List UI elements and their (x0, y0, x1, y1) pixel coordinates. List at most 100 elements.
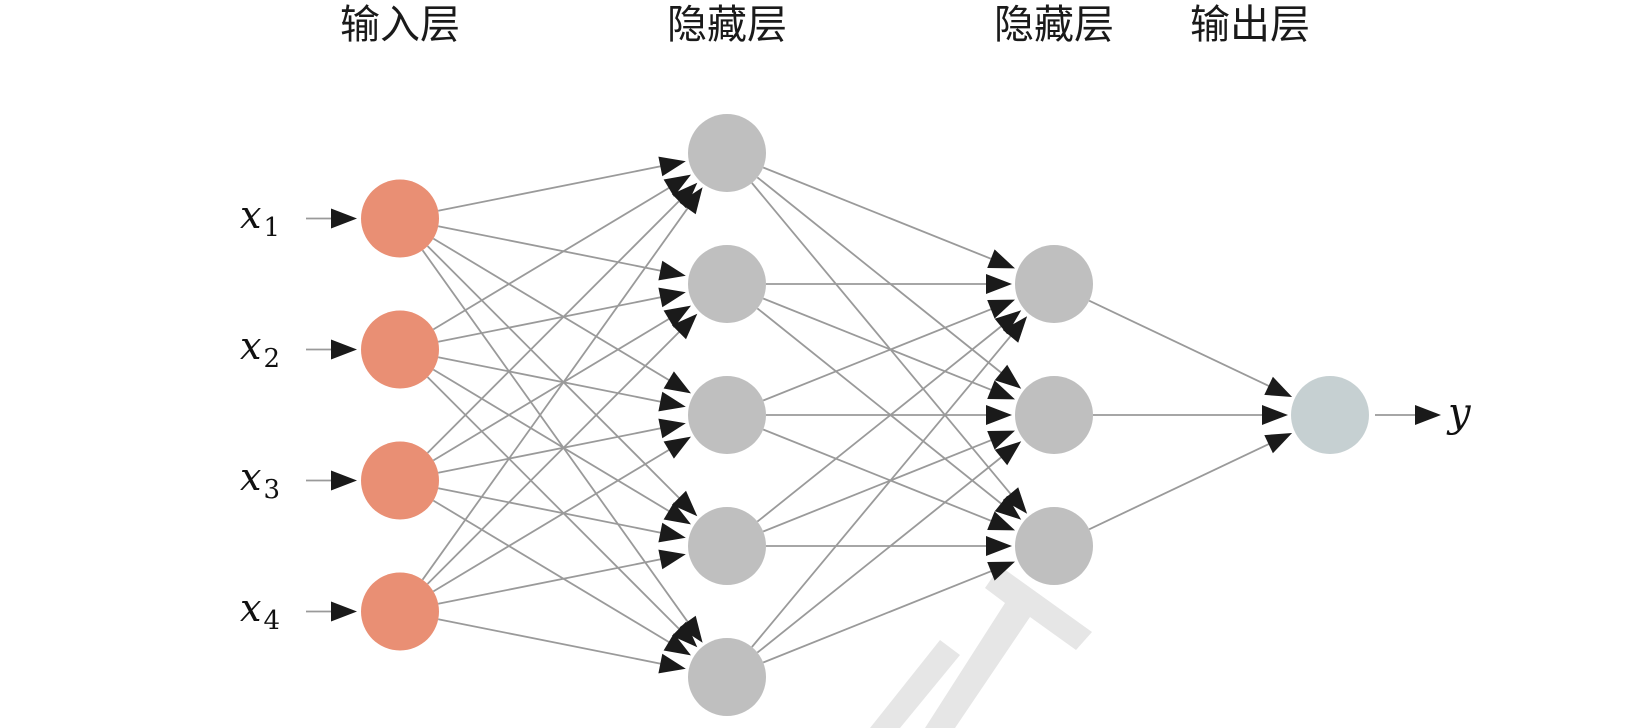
connection-line (438, 225, 669, 274)
connection-line (751, 329, 1017, 648)
connection-arrowhead (994, 364, 1022, 389)
output-arrowhead (1415, 405, 1441, 425)
connection-arrowhead (658, 549, 686, 570)
input-label-x2: x2 (240, 324, 280, 374)
connection-arrowhead (1264, 433, 1293, 454)
watermark (870, 566, 1092, 728)
hidden-node (688, 114, 766, 192)
connection-line (438, 163, 669, 212)
input-node (361, 310, 439, 389)
connection-arrowhead (987, 561, 1015, 581)
hidden-layer-1-title: 隐藏层 (667, 2, 787, 48)
connection-arrowhead (986, 274, 1012, 294)
connection-arrowhead (987, 430, 1015, 450)
input-arrowhead (331, 339, 357, 360)
connection-arrowhead (658, 287, 686, 308)
connection-line (756, 451, 1008, 654)
connection-line (438, 294, 669, 343)
hidden-node (1015, 507, 1093, 585)
connection-line (432, 445, 677, 593)
connection-arrowhead (1264, 376, 1293, 397)
connection-line (432, 237, 677, 385)
hidden-node (688, 245, 766, 323)
connection-arrowhead (663, 174, 691, 197)
connection-arrowhead (663, 436, 691, 459)
connection-arrowhead (658, 522, 686, 543)
connection-line (438, 556, 669, 605)
connections (306, 156, 1441, 674)
hidden-node (1015, 245, 1093, 323)
connection-arrowhead (671, 182, 698, 209)
nodes (361, 114, 1369, 716)
connection-arrowhead (663, 633, 691, 656)
connection-line (426, 325, 686, 585)
connection-arrowhead (987, 249, 1015, 269)
connection-line (751, 182, 1017, 501)
connection-arrowhead (663, 502, 691, 525)
connection-arrowhead (1002, 487, 1028, 514)
connection-arrowhead (671, 313, 698, 340)
connection-line (432, 314, 677, 462)
connection-arrowhead (679, 187, 703, 215)
connection-arrowhead (1262, 405, 1288, 425)
hidden-node (688, 376, 766, 454)
hidden-layer-2-title: 隐藏层 (994, 2, 1114, 48)
connection-line (756, 176, 1008, 379)
connection-arrowhead (658, 418, 686, 439)
connection-arrowhead (987, 299, 1015, 319)
connection-arrowhead (986, 405, 1012, 425)
connection-line (426, 376, 686, 636)
connection-line (438, 618, 669, 667)
connection-line (426, 245, 686, 505)
connection-arrowhead (658, 260, 686, 281)
connection-arrowhead (658, 156, 686, 177)
input-label-x4: x4 (240, 586, 280, 636)
connection-arrowhead (986, 536, 1012, 556)
input-arrowhead (331, 470, 357, 491)
input-label-x1: x1 (240, 193, 280, 243)
watermark-mark (925, 566, 1092, 728)
input-node (361, 572, 439, 651)
input-layer-title: 输入层 (340, 2, 460, 48)
input-arrowhead (331, 208, 357, 229)
connection-line (438, 356, 669, 405)
connection-line (762, 436, 999, 533)
connection-arrowhead (994, 310, 1022, 335)
connection-line (426, 194, 686, 454)
output-layer-title: 输出层 (1190, 2, 1310, 48)
connection-line (762, 166, 999, 263)
connection-line (421, 201, 693, 581)
connection-line (432, 183, 677, 331)
connection-arrowhead (987, 380, 1015, 400)
connection-arrowhead (671, 490, 698, 517)
watermark-mark (870, 640, 960, 728)
connection-line (762, 428, 999, 525)
connection-line (438, 425, 669, 474)
connection-line (1088, 439, 1277, 531)
hidden-node (1015, 376, 1093, 454)
connection-arrowhead (671, 621, 698, 648)
connection-arrowhead (663, 371, 691, 394)
hidden-node (688, 507, 766, 585)
connection-arrowhead (987, 511, 1015, 531)
connection-line (438, 487, 669, 536)
input-node (361, 441, 439, 520)
input-label-x3: x3 (240, 455, 280, 505)
connection-arrowhead (994, 495, 1022, 520)
connection-line (432, 368, 677, 516)
connection-line (762, 305, 999, 402)
connection-arrowhead (658, 391, 686, 412)
output-node (1291, 376, 1369, 454)
connection-line (756, 320, 1008, 523)
connection-line (1088, 299, 1277, 391)
input-labels: x1 x2 x3 x4 (240, 193, 280, 636)
output-label-y: y (1446, 390, 1472, 436)
connection-arrowhead (679, 615, 703, 643)
connection-line (762, 297, 999, 394)
connection-line (432, 499, 677, 647)
connection-arrowhead (663, 305, 691, 328)
hidden-node (688, 638, 766, 716)
connection-line (421, 249, 693, 629)
